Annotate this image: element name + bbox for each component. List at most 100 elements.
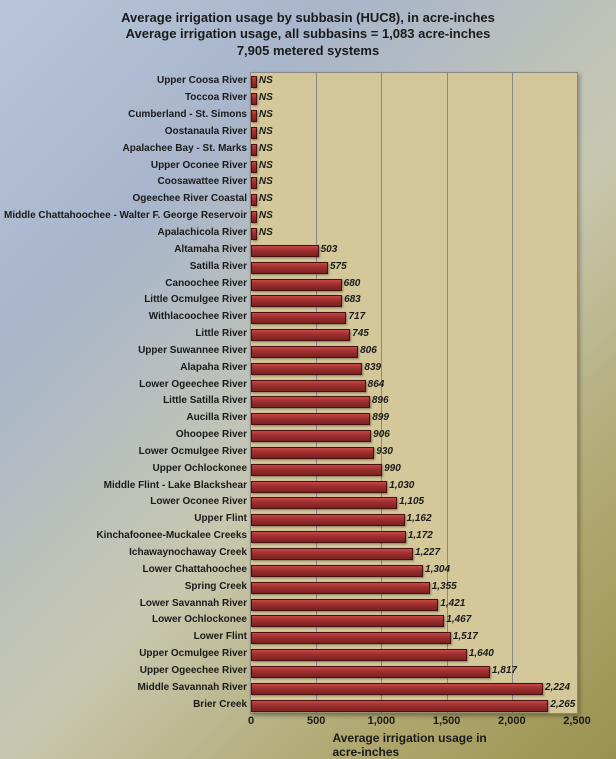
y-category-label: Lower Ogeechee River xyxy=(139,378,247,392)
bar-row: Lower Oconee River1,105 xyxy=(251,495,577,509)
bar-value-label: 2,224 xyxy=(545,681,570,695)
y-category-label: Upper Ocmulgee River xyxy=(139,647,247,661)
y-category-label: Canoochee River xyxy=(165,277,247,291)
bar-value-label: 1,817 xyxy=(492,664,517,678)
y-category-label: Toccoa River xyxy=(185,91,247,105)
bar-value-label: 1,105 xyxy=(399,495,424,509)
bar-value-label: 1,162 xyxy=(407,512,432,526)
bar-row: Lower Chattahoochee1,304 xyxy=(251,563,577,577)
bar-row: Oostanaula RiverNS xyxy=(251,125,577,139)
bar-row: Toccoa RiverNS xyxy=(251,91,577,105)
bar xyxy=(251,295,342,307)
plot-area: Average irrigation usage in acre-inches … xyxy=(250,72,578,714)
bar-row: Alapaha River839 xyxy=(251,361,577,375)
bar-row: Cumberland - St. SimonsNS xyxy=(251,108,577,122)
y-category-label: Upper Coosa River xyxy=(157,74,247,88)
bar-row: Kinchafoonee-Muckalee Creeks1,172 xyxy=(251,529,577,543)
bar-row: Withlacoochee River717 xyxy=(251,310,577,324)
bar-value-label: NS xyxy=(259,175,273,189)
y-category-label: Middle Savannah River xyxy=(138,681,247,695)
x-tick-label: 2,000 xyxy=(498,715,526,727)
bar-value-label: 930 xyxy=(376,445,393,459)
bar-value-label: NS xyxy=(259,91,273,105)
bar xyxy=(251,144,257,156)
y-category-label: Upper Oconee River xyxy=(151,159,247,173)
y-category-label: Brier Creek xyxy=(193,698,247,712)
bar-row: Upper Coosa RiverNS xyxy=(251,74,577,88)
bar xyxy=(251,194,257,206)
bar xyxy=(251,683,543,695)
bar xyxy=(251,531,406,543)
bar-value-label: NS xyxy=(259,125,273,139)
y-category-label: Upper Ogeechee River xyxy=(140,664,247,678)
y-category-label: Ichawaynochaway Creek xyxy=(129,546,247,560)
bar-value-label: 899 xyxy=(372,411,389,425)
bar xyxy=(251,599,438,611)
x-tick-label: 1,000 xyxy=(368,715,396,727)
bar-value-label: NS xyxy=(259,142,273,156)
bar-row: Little River745 xyxy=(251,327,577,341)
y-category-label: Kinchafoonee-Muckalee Creeks xyxy=(96,529,247,543)
bar-value-label: NS xyxy=(259,74,273,88)
y-category-label: Lower Flint xyxy=(194,630,247,644)
bar xyxy=(251,245,319,257)
bar-value-label: 1,030 xyxy=(389,479,414,493)
bar xyxy=(251,514,405,526)
bar-row: Upper Ocmulgee River1,640 xyxy=(251,647,577,661)
y-category-label: Spring Creek xyxy=(185,580,247,594)
y-category-label: Lower Chattahoochee xyxy=(143,563,247,577)
x-tick-label: 500 xyxy=(307,715,325,727)
bar-row: Lower Ocmulgee River930 xyxy=(251,445,577,459)
bar-row: Apalachicola RiverNS xyxy=(251,226,577,240)
bar-row: Upper Oconee RiverNS xyxy=(251,159,577,173)
y-category-label: Lower Ocmulgee River xyxy=(139,445,247,459)
bar-row: Aucilla River899 xyxy=(251,411,577,425)
bar-value-label: 717 xyxy=(348,310,365,324)
bar-value-label: 680 xyxy=(344,277,361,291)
y-category-label: Middle Flint - Lake Blackshear xyxy=(104,479,247,493)
bar xyxy=(251,380,366,392)
bar xyxy=(251,464,382,476)
y-category-label: Aucilla River xyxy=(186,411,247,425)
bar xyxy=(251,161,257,173)
bar xyxy=(251,700,548,712)
bar-row: Brier Creek2,265 xyxy=(251,698,577,712)
bar xyxy=(251,177,257,189)
bar-value-label: NS xyxy=(259,192,273,206)
bar-row: Middle Flint - Lake Blackshear1,030 xyxy=(251,479,577,493)
y-category-label: Cumberland - St. Simons xyxy=(128,108,247,122)
bar xyxy=(251,127,257,139)
bar-row: Ohoopee River906 xyxy=(251,428,577,442)
y-category-label: Apalachicola River xyxy=(158,226,247,240)
bar xyxy=(251,93,257,105)
bar-value-label: NS xyxy=(259,226,273,240)
bar-value-label: 1,355 xyxy=(432,580,457,594)
bar-row: Altamaha River503 xyxy=(251,243,577,257)
bar xyxy=(251,649,467,661)
y-category-label: Lower Oconee River xyxy=(150,495,247,509)
y-category-label: Altamaha River xyxy=(174,243,247,257)
bar-value-label: NS xyxy=(259,209,273,223)
bar-row: Coosawattee RiverNS xyxy=(251,175,577,189)
y-category-label: Alapaha River xyxy=(180,361,247,375)
bar xyxy=(251,582,430,594)
bar-row: Middle Savannah River2,224 xyxy=(251,681,577,695)
bar-value-label: 1,517 xyxy=(453,630,478,644)
bar-value-label: 1,304 xyxy=(425,563,450,577)
y-category-label: Little River xyxy=(195,327,247,341)
y-category-label: Lower Savannah River xyxy=(140,597,247,611)
bar-row: Lower Ochlockonee1,467 xyxy=(251,613,577,627)
bar xyxy=(251,228,257,240)
title-line: Average irrigation usage by subbasin (HU… xyxy=(0,10,616,26)
bar xyxy=(251,396,370,408)
bar xyxy=(251,565,423,577)
bar-value-label: 1,421 xyxy=(440,597,465,611)
y-category-label: Little Ocmulgee River xyxy=(144,293,247,307)
bar-row: Ichawaynochaway Creek1,227 xyxy=(251,546,577,560)
y-category-label: Coosawattee River xyxy=(158,175,247,189)
bar-row: Lower Flint1,517 xyxy=(251,630,577,644)
bar-value-label: 1,467 xyxy=(446,613,471,627)
y-category-label: Satilla River xyxy=(190,260,247,274)
bar-value-label: NS xyxy=(259,108,273,122)
bar xyxy=(251,110,257,122)
